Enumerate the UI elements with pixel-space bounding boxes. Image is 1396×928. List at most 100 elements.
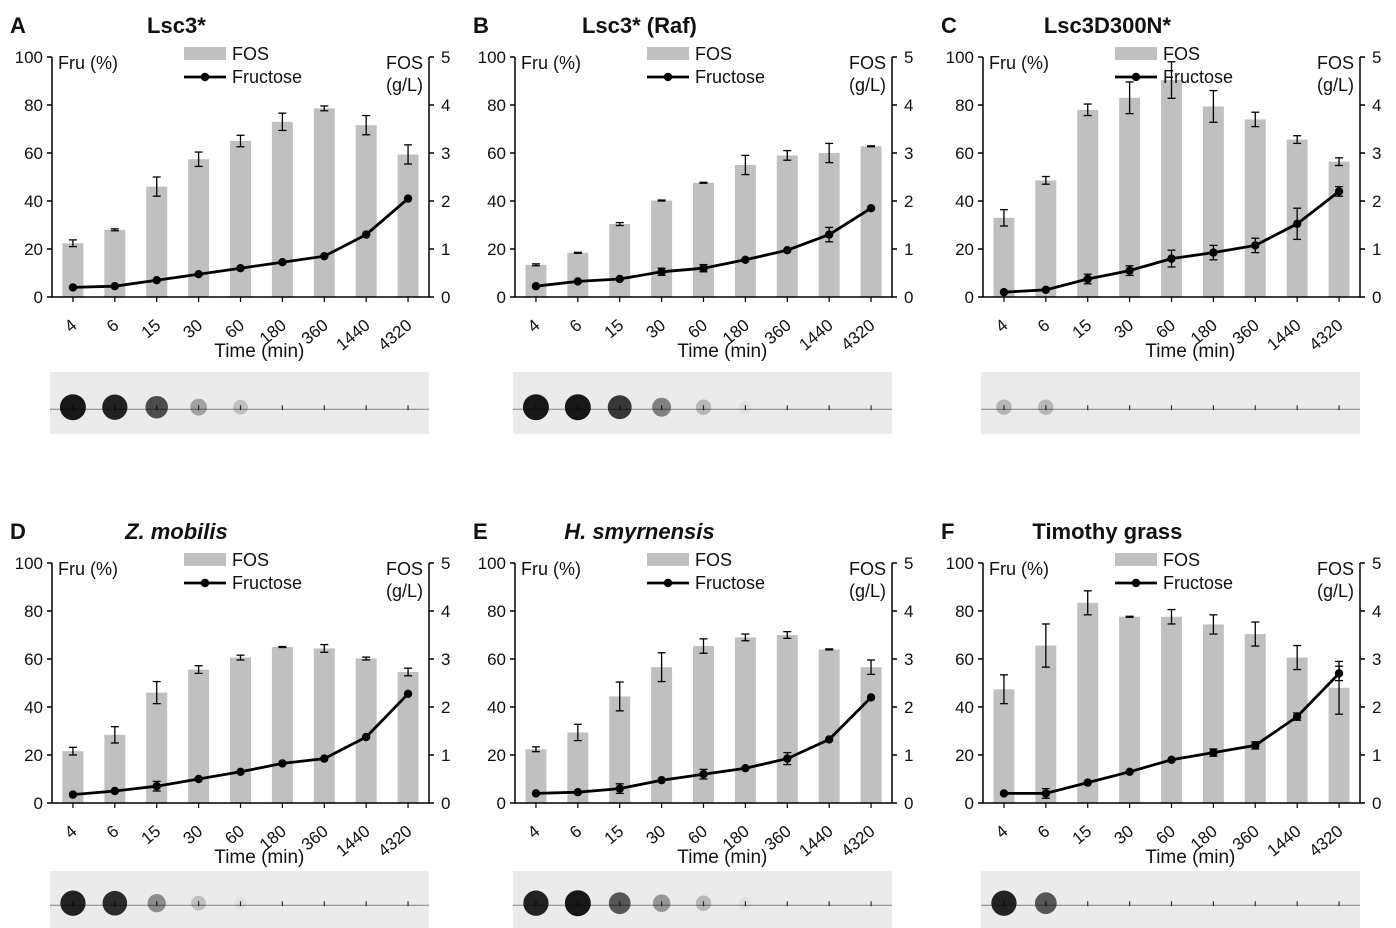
- tlc-spot: [102, 890, 128, 916]
- tlc-strip-a: [50, 372, 429, 434]
- x-tick-label: 1440: [333, 316, 374, 355]
- tlc-strip-d: [50, 871, 429, 928]
- right-tick-label: 0: [904, 288, 913, 307]
- fructose-point: [1041, 789, 1051, 798]
- fos-bar: [609, 224, 631, 297]
- x-axis-label: Time (min): [214, 341, 304, 362]
- left-tick-label: 0: [34, 288, 43, 307]
- fos-bar: [1035, 645, 1057, 803]
- x-tick-label: 6: [566, 822, 585, 843]
- left-tick-label: 100: [478, 48, 506, 67]
- fos-bar: [1161, 80, 1182, 297]
- fructose-point: [320, 252, 329, 261]
- x-tick-label: 6: [566, 316, 585, 337]
- right-axis-label-unit: (g/L): [1317, 581, 1354, 601]
- fos-bar: [397, 154, 419, 297]
- fructose-point: [824, 230, 834, 239]
- right-tick-label: 2: [441, 698, 450, 717]
- legend-fos-label: FOS: [1163, 550, 1200, 570]
- fos-bar: [1202, 624, 1224, 803]
- right-axis-label: FOS: [1317, 53, 1354, 73]
- left-axis-label: Fru (%): [989, 559, 1049, 579]
- left-tick-label: 40: [487, 192, 506, 211]
- panel-title: Lsc3D300N*: [1044, 13, 1172, 38]
- legend-fos-label: FOS: [1163, 44, 1200, 64]
- fos-bar: [355, 125, 377, 297]
- x-tick-label: 1440: [796, 316, 837, 355]
- legend-fructose-marker: [1131, 578, 1141, 588]
- right-tick-label: 5: [441, 554, 450, 573]
- left-tick-label: 80: [487, 96, 506, 115]
- left-axis-label: Fru (%): [521, 53, 581, 73]
- fructose-point: [1209, 248, 1218, 257]
- fructose-point: [278, 258, 287, 267]
- fos-bar: [734, 165, 756, 297]
- fructose-point: [152, 782, 161, 791]
- fos-bar: [567, 252, 589, 297]
- right-axis-label: FOS: [386, 559, 423, 579]
- tlc-spot: [652, 894, 671, 912]
- x-tick-label: 1440: [1264, 316, 1305, 355]
- right-tick-label: 0: [441, 288, 450, 307]
- left-tick-label: 40: [955, 192, 974, 211]
- right-tick-label: 1: [1372, 746, 1381, 765]
- fructose-point: [110, 282, 120, 291]
- tlc-spot: [147, 894, 166, 913]
- left-tick-label: 60: [487, 650, 506, 669]
- fos-bar: [1244, 119, 1266, 298]
- x-tick-label: 30: [179, 822, 206, 849]
- fos-bar: [525, 749, 547, 803]
- fructose-point: [1251, 241, 1260, 250]
- legend-fos-swatch: [647, 553, 689, 566]
- x-tick-label: 60: [221, 822, 248, 849]
- fos-bar: [230, 141, 251, 297]
- x-tick-label: 60: [221, 316, 248, 343]
- right-tick-label: 1: [904, 746, 913, 765]
- right-tick-label: 4: [441, 602, 450, 621]
- left-tick-label: 80: [955, 96, 974, 115]
- right-axis-label-unit: (g/L): [849, 75, 886, 95]
- left-tick-label: 60: [24, 144, 43, 163]
- right-tick-label: 5: [1372, 48, 1381, 67]
- left-tick-label: 20: [487, 240, 506, 259]
- tlc-spot: [564, 890, 591, 917]
- panel-e: E H. smyrnensis 0 20 40 60 80 100 0 1 2 3 4 5 4 6 15 30 60…: [473, 519, 913, 868]
- x-tick-label: 6: [1034, 822, 1053, 843]
- panel-letter: B: [473, 13, 489, 38]
- x-tick-label: 4: [61, 316, 80, 337]
- fructose-point: [573, 277, 583, 286]
- legend-fructose-marker: [200, 72, 210, 82]
- fructose-point: [531, 789, 541, 798]
- panel-f: F Timothy grass 0 20 40 60 80 100 0 1 2 3 4 5 4 6 15 30 60…: [941, 519, 1381, 868]
- fructose-point: [1209, 748, 1218, 757]
- left-tick-label: 60: [487, 144, 506, 163]
- fos-bar: [1119, 616, 1141, 803]
- right-tick-label: 3: [904, 144, 913, 163]
- right-axis-label: FOS: [849, 559, 886, 579]
- fos-bar: [651, 667, 673, 803]
- fos-bar: [609, 696, 631, 803]
- fos-bar: [188, 159, 210, 297]
- fructose-point: [236, 264, 245, 273]
- left-tick-label: 20: [955, 240, 974, 259]
- left-tick-label: 40: [487, 698, 506, 717]
- fructose-point: [236, 767, 245, 776]
- x-tick-label: 60: [684, 316, 711, 343]
- left-tick-label: 60: [955, 144, 974, 163]
- legend-fructose-label: Fructose: [1163, 573, 1233, 593]
- fos-bar: [734, 637, 756, 803]
- right-tick-label: 1: [904, 240, 913, 259]
- right-axis-label: FOS: [849, 53, 886, 73]
- tlc-strip-f: [981, 871, 1360, 928]
- fos-bar: [355, 658, 377, 803]
- x-tick-label: 6: [103, 822, 122, 843]
- fos-bar: [188, 669, 210, 803]
- panel-title: H. smyrnensis: [564, 519, 714, 544]
- left-tick-label: 0: [34, 794, 43, 813]
- x-tick-label: 4320: [1305, 316, 1346, 355]
- panel-letter: E: [473, 519, 488, 544]
- tlc-spot: [608, 892, 631, 915]
- right-tick-label: 1: [441, 240, 450, 259]
